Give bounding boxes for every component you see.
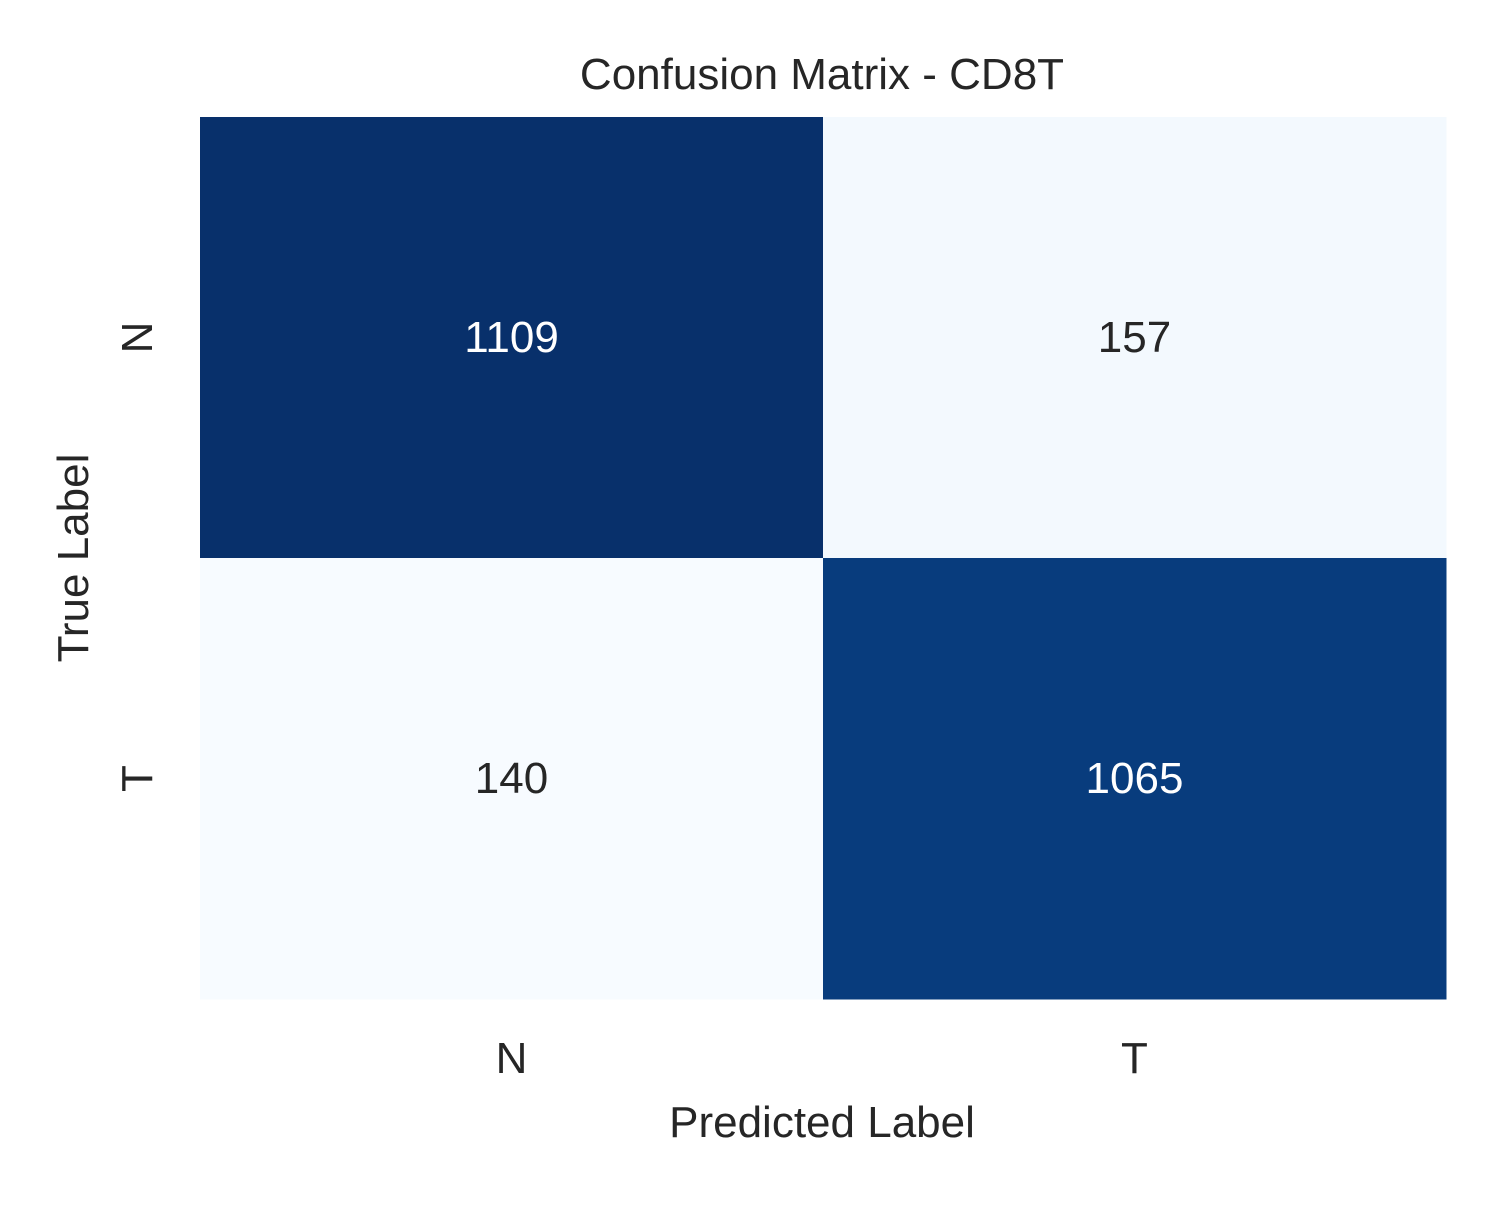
x-tick-label-N: N bbox=[496, 1034, 528, 1083]
cell-value-N-T: 157 bbox=[1098, 313, 1171, 362]
y-tick-labels: NT bbox=[113, 322, 162, 792]
heatmap-cell-N-T bbox=[823, 117, 1447, 559]
chart-title: Confusion Matrix - CD8T bbox=[580, 50, 1064, 99]
heatmap-cell-labels: 1109 157 140 1065 bbox=[464, 313, 1183, 803]
x-tick-label-T: T bbox=[1121, 1034, 1148, 1083]
heatmap-cell-T-N bbox=[200, 558, 824, 1000]
x-axis-label: Predicted Label bbox=[669, 1098, 975, 1147]
cell-value-N-N: 1109 bbox=[464, 313, 559, 362]
y-tick-label-T: T bbox=[113, 765, 162, 792]
heatmap-cell-N-N bbox=[200, 117, 824, 559]
cell-value-T-T: 1065 bbox=[1086, 754, 1184, 803]
cell-value-T-N: 140 bbox=[475, 754, 548, 803]
y-tick-label-N: N bbox=[113, 322, 162, 354]
y-axis-label: True Label bbox=[49, 454, 98, 663]
heatmap-cell-T-T bbox=[823, 558, 1447, 1000]
heatmap-cells bbox=[200, 117, 1447, 1000]
